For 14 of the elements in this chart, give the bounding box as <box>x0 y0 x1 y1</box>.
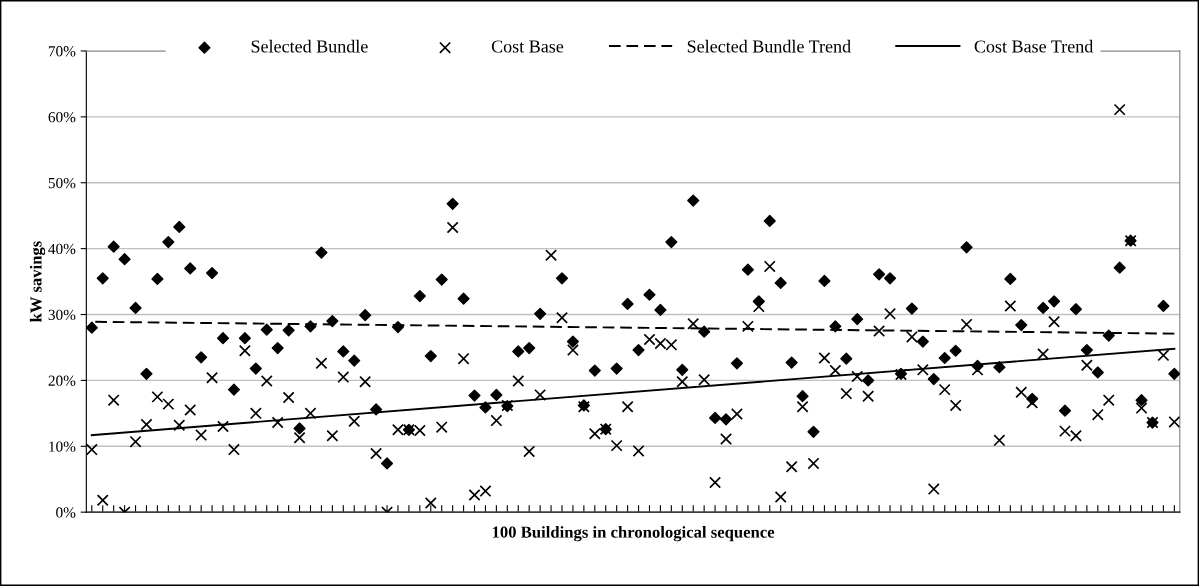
legend-label: Selected Bundle <box>251 39 368 53</box>
y-axis-title: kW savings <box>29 241 46 322</box>
legend-label: Selected Bundle Trend <box>687 39 851 53</box>
y-tick-label: 70% <box>48 46 76 57</box>
x-axis-title: 100 Buildings in chronological sequence <box>492 526 775 542</box>
y-tick-label: 40% <box>48 243 76 255</box>
y-tick-label: 20% <box>48 375 76 386</box>
y-tick-label: 10% <box>49 441 76 452</box>
y-tick-label: 30% <box>48 309 76 321</box>
y-tick-label: 50% <box>48 177 76 189</box>
legend-label: Cost Base <box>491 40 564 53</box>
y-tick-label: 0% <box>56 507 76 518</box>
y-tick-label: 60% <box>48 112 76 123</box>
legend-label: Cost Base Trend <box>974 39 1094 53</box>
